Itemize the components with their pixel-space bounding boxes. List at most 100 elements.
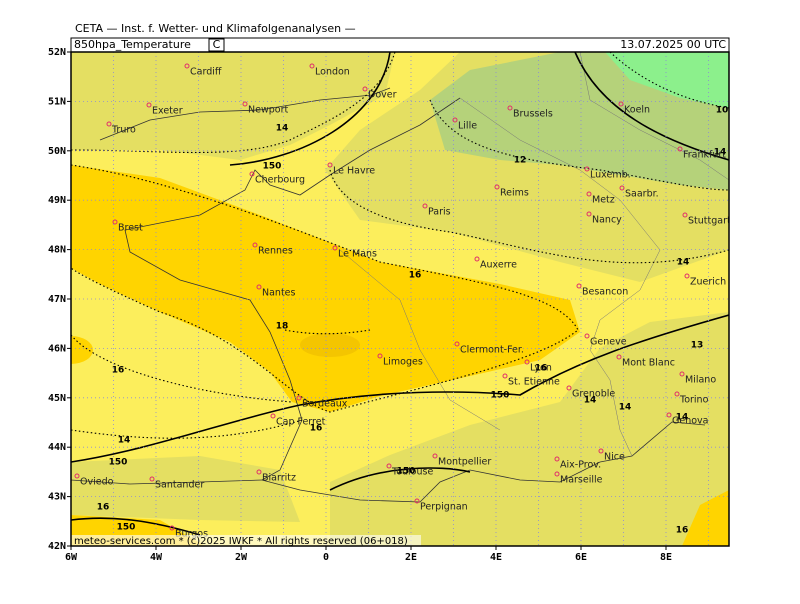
city-label: Brussels — [513, 109, 553, 120]
city-label: Perpignan — [420, 502, 468, 513]
contour-label: 14 — [584, 396, 597, 406]
city-dot — [422, 203, 428, 209]
city-dot — [327, 162, 333, 168]
contour-label: 16 — [409, 271, 422, 281]
city-label: Nantes — [262, 288, 296, 299]
borders — [339, 52, 729, 457]
contour-150 — [229, 52, 391, 166]
olive-area — [330, 312, 729, 546]
lat-label: 48N — [48, 245, 66, 256]
city-label: Zuerich — [690, 277, 726, 288]
city-dot — [586, 191, 592, 197]
city-dot — [377, 353, 383, 359]
coastline — [124, 97, 461, 481]
city-dot — [586, 211, 592, 217]
city-dot — [674, 391, 680, 397]
city-dot — [74, 473, 80, 479]
city-dot — [576, 283, 582, 289]
lat-label: 46N — [48, 343, 66, 354]
city-label: Aix-Prov. — [560, 460, 601, 471]
isotherm — [609, 52, 729, 109]
valid-time: 13.07.2025 00 UTC — [620, 38, 726, 51]
contour-labels: 14 12 14 150 16 14 18 16 13 16 150 14 14 14 16 14 150 150… — [97, 106, 729, 536]
city-label: Montpellier — [438, 457, 491, 468]
city-label: Lille — [458, 121, 477, 132]
lat-label: 47N — [48, 294, 66, 305]
city-dot — [507, 105, 513, 111]
contour-label: 12 — [514, 156, 527, 166]
city-dot — [566, 385, 572, 391]
contour-150 — [71, 517, 201, 536]
lat-label: 52N — [48, 47, 66, 58]
city-label: Truro — [111, 125, 136, 136]
city-label: Oviedo — [80, 477, 114, 488]
city-dot — [256, 284, 262, 290]
city-dot — [619, 185, 625, 191]
city-label: Paris — [428, 207, 451, 218]
city-label: St. Etienne — [508, 377, 560, 388]
city-label: Santander — [155, 480, 204, 491]
city-label: Torino — [679, 395, 709, 406]
footer-bg — [71, 535, 421, 546]
olive-area — [71, 456, 300, 522]
isohypses — [71, 52, 729, 536]
border — [579, 52, 729, 181]
city-dot — [452, 117, 458, 123]
contour-label: 14 — [118, 436, 131, 446]
lat-label: 45N — [48, 393, 66, 404]
city-label: Burgos — [175, 529, 208, 540]
city-dot — [679, 371, 685, 377]
contour-label: 16 — [97, 503, 110, 513]
contour-label: 14 — [676, 413, 689, 423]
lat-label: 44N — [48, 442, 66, 453]
city-label: Mont Blanc — [622, 358, 675, 369]
city-dot — [242, 101, 248, 107]
city-label: Bordeaux — [302, 399, 348, 410]
city-dot — [682, 212, 688, 218]
city-dot — [106, 121, 112, 127]
city-dot — [149, 476, 155, 482]
contour-label: 13 — [691, 341, 704, 351]
city-dot — [618, 101, 624, 107]
city-dot — [584, 333, 590, 339]
city-label: Grenoble — [572, 389, 615, 400]
city-label: Le Havre — [333, 166, 375, 177]
gold-area — [71, 165, 580, 412]
contour-label: 14 — [714, 148, 727, 158]
city-label: Nice — [604, 452, 625, 463]
contour-label: 16 — [535, 364, 548, 374]
city-dot — [494, 184, 500, 190]
contour-label: 16 — [676, 526, 689, 536]
city-dot — [309, 63, 315, 69]
city-label: Cap Ferret — [276, 417, 326, 428]
city-dot — [598, 448, 604, 454]
city-label: Genova — [672, 416, 708, 427]
city-dot — [362, 86, 368, 92]
isotherm — [284, 329, 371, 335]
city-label: Geneve — [590, 337, 627, 348]
city-label: Limoges — [383, 357, 423, 368]
coastline — [261, 421, 706, 503]
warm-core — [300, 333, 360, 357]
city-dot — [249, 171, 255, 177]
city-dot — [414, 498, 420, 504]
city-label: Brest — [118, 223, 143, 234]
city-label: Rennes — [258, 246, 293, 257]
city-dot — [270, 413, 276, 419]
lon-label: 6E — [575, 552, 587, 563]
lon-label: 4W — [150, 552, 163, 563]
cities: Cardiff London Dover Exeter Newport Truro Lill… — [74, 63, 731, 540]
city-dot — [524, 359, 530, 365]
city-dot — [169, 525, 175, 531]
contour-label: 150 — [263, 162, 282, 172]
contour-150 — [71, 314, 729, 463]
city-dot — [184, 63, 190, 69]
city-label: Stuttgart — [688, 216, 731, 227]
lat-label: 42N — [48, 541, 66, 552]
map-area: Cardiff London Dover Exeter Newport Truro Lill… — [71, 52, 731, 546]
contour-label: 16 — [310, 424, 323, 434]
city-label: Koeln — [624, 105, 650, 116]
